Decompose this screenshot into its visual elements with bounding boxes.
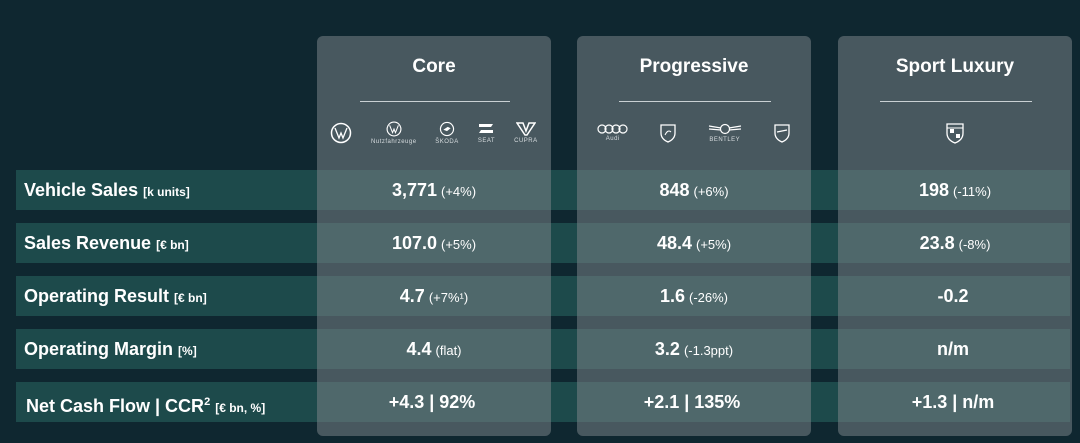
audi-logo: Audi: [597, 124, 629, 142]
cell-core-operating-result: 4.7 (+7%¹): [317, 276, 551, 316]
cell-sport-luxury-net-cash-flow: +1.3 | n/m: [838, 382, 1072, 422]
column-title: Core: [412, 56, 456, 77]
cell-progressive-sales-revenue: 48.4 (+5%): [577, 223, 811, 263]
logo-text: BENTLEY: [709, 137, 741, 143]
logo-text: Nutzfahrzeuge: [371, 139, 417, 145]
cell-sport-luxury-sales-revenue: 23.8 (-8%): [838, 223, 1072, 263]
cell-change: (-26%): [689, 290, 729, 305]
cell-value: 4.4: [406, 339, 432, 359]
cell-change: (-11%): [953, 184, 992, 199]
cell-value: 4.7: [399, 286, 425, 306]
unit-text: [%]: [178, 344, 197, 358]
column-title: Progressive: [639, 56, 749, 77]
vw-commercial-logo: Nutzfahrzeuge: [371, 121, 417, 145]
cell-value: n/m: [936, 339, 969, 359]
skoda-logo: ŠKODA: [435, 121, 459, 145]
cell-change: (flat): [435, 343, 462, 358]
label-text: Sales Revenue: [24, 233, 152, 253]
cell-value: 23.8: [919, 233, 955, 253]
row-label-net-cash-flow: Net Cash Flow | CCR2 [€ bn, %]: [26, 382, 265, 422]
ducati-logo: [773, 123, 791, 143]
row-label-vehicle-sales: Vehicle Sales [k units]: [24, 170, 190, 210]
unit-text: [€ bn]: [156, 238, 189, 252]
column-title: Sport Luxury: [895, 56, 1015, 77]
label-text: Operating Result: [24, 286, 170, 306]
cell-progressive-operating-margin: 3.2 (-1.3ppt): [577, 329, 811, 369]
cell-value: 107.0: [391, 233, 437, 253]
cell-change: (+4%): [441, 184, 477, 199]
vw-logo: [330, 122, 352, 144]
label-text: Vehicle Sales: [24, 180, 139, 200]
logo-text: CUPRA: [514, 138, 538, 144]
cell-value: +2.1 | 135%: [643, 392, 741, 412]
row-label-sales-revenue: Sales Revenue [€ bn]: [24, 223, 189, 263]
cell-sport-luxury-operating-margin: n/m: [838, 329, 1072, 369]
cupra-logo: CUPRA: [514, 122, 538, 144]
column-sport-luxury: Sport Luxury: [838, 36, 1072, 436]
title-divider: [360, 101, 510, 102]
cell-value: +1.3 | n/m: [911, 392, 995, 412]
cell-change: (+5%): [441, 237, 477, 252]
bentley-logo: BENTLEY: [708, 123, 742, 143]
cell-value: 48.4: [656, 233, 692, 253]
brand-logos: Audi BENTLEY: [577, 116, 811, 150]
row-label-operating-margin: Operating Margin [%]: [24, 329, 197, 369]
cell-core-vehicle-sales: 3,771 (+4%): [317, 170, 551, 210]
cell-change: (-1.3ppt): [683, 343, 734, 358]
cell-change: (+5%): [696, 237, 732, 252]
unit-text: [k units]: [143, 185, 190, 199]
column-core: Core Nutzfahrzeuge ŠKODA SEAT CUPRA: [317, 36, 551, 436]
lamborghini-logo: [660, 123, 676, 143]
label-text: Net Cash Flow | CCR: [26, 396, 205, 416]
porsche-logo: [946, 122, 964, 144]
brand-logos: [838, 116, 1072, 150]
cell-value: 3.2: [654, 339, 680, 359]
column-progressive: Progressive Audi BENTLEY: [577, 36, 811, 436]
row-label-operating-result: Operating Result [€ bn]: [24, 276, 207, 316]
cell-sport-luxury-operating-result: -0.2: [838, 276, 1072, 316]
unit-text: [€ bn, %]: [215, 401, 266, 415]
cell-core-sales-revenue: 107.0 (+5%): [317, 223, 551, 263]
cell-change: (+7%¹): [428, 290, 469, 305]
cell-change: (+6%): [693, 184, 729, 199]
cell-sport-luxury-vehicle-sales: 198 (-11%): [838, 170, 1072, 210]
title-divider: [619, 101, 771, 102]
cell-progressive-operating-result: 1.6 (-26%): [577, 276, 811, 316]
cell-value: 1.6: [659, 286, 685, 306]
cell-progressive-net-cash-flow: +2.1 | 135%: [577, 382, 811, 422]
footnote-marker: 2: [204, 396, 211, 408]
cell-value: -0.2: [937, 286, 969, 306]
unit-text: [€ bn]: [174, 291, 207, 305]
logo-text: ŠKODA: [435, 139, 459, 145]
seat-logo: SEAT: [477, 122, 495, 144]
cell-value: 198: [918, 180, 949, 200]
cell-core-net-cash-flow: +4.3 | 92%: [317, 382, 551, 422]
cell-value: 848: [659, 180, 690, 200]
title-divider: [880, 101, 1032, 102]
cell-progressive-vehicle-sales: 848 (+6%): [577, 170, 811, 210]
logo-text: Audi: [605, 136, 620, 142]
cell-value: 3,771: [391, 180, 437, 200]
logo-text: SEAT: [477, 138, 496, 144]
cell-value: +4.3 | 92%: [388, 392, 476, 412]
label-text: Operating Margin: [24, 339, 174, 359]
cell-change: (-8%): [958, 237, 991, 252]
brand-logos: Nutzfahrzeuge ŠKODA SEAT CUPRA: [317, 116, 551, 150]
cell-core-operating-margin: 4.4 (flat): [317, 329, 551, 369]
